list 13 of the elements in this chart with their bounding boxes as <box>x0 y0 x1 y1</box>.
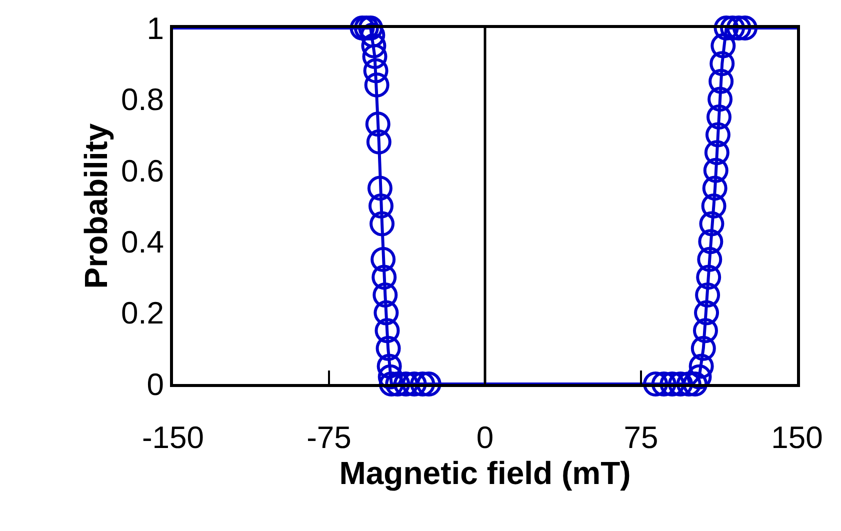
x-tick-label: -150 <box>142 420 204 455</box>
x-tick-label: 150 <box>771 420 823 455</box>
y-tick-label: 1 <box>146 10 164 46</box>
y-tick-label: 0.6 <box>120 153 164 188</box>
x-tick-label: 75 <box>624 420 658 455</box>
y-tick-label: 0.2 <box>120 296 164 331</box>
y-tick-label: 0 <box>146 366 164 402</box>
x-axis-title: Magnetic field (mT) <box>339 454 631 491</box>
y-tick-label: 0.4 <box>120 224 164 260</box>
y-tick-label: 0.8 <box>120 82 164 118</box>
y-axis-title: Probability <box>78 123 114 289</box>
x-tick-label: -75 <box>306 420 352 455</box>
x-tick-label: 0 <box>476 420 494 455</box>
